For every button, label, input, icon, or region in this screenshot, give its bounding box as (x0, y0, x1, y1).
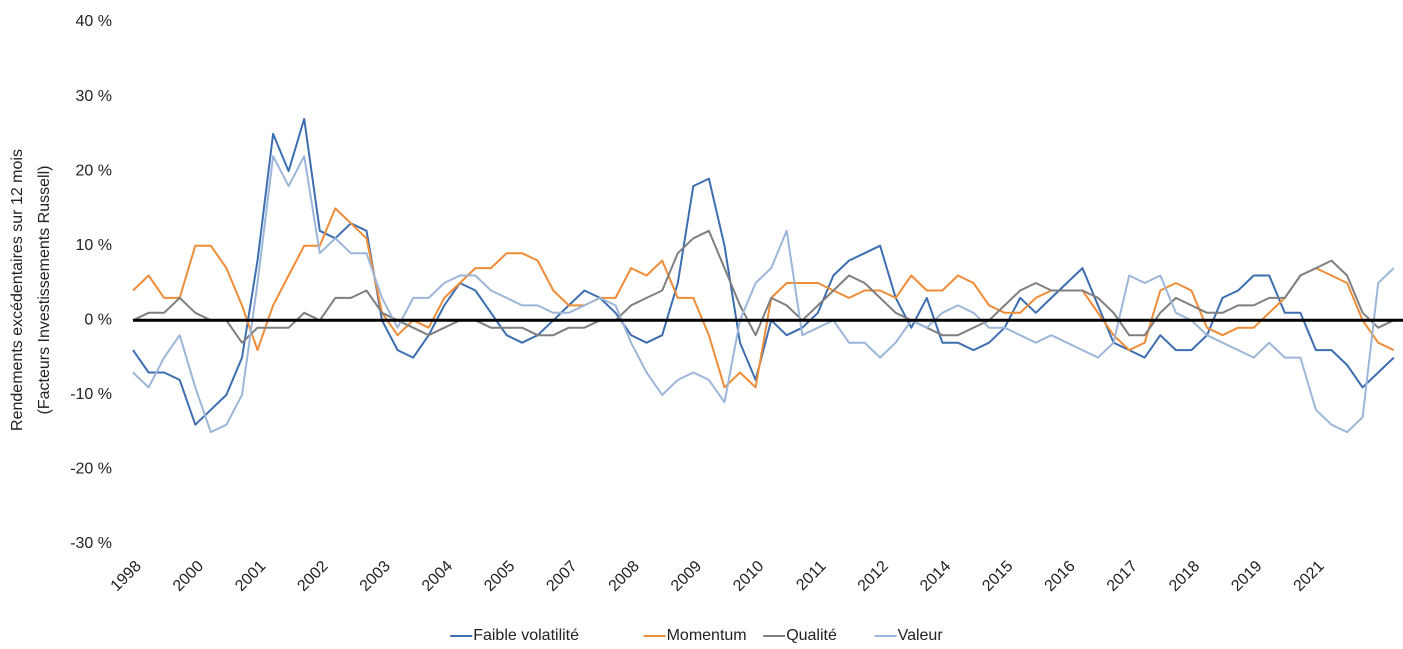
x-tick-label: 2003 (357, 558, 394, 595)
y-tick-label: 0 % (84, 312, 112, 329)
series-line (132, 229, 1395, 344)
x-tick-label: 2001 (232, 558, 269, 595)
y-tick-label: -30 % (70, 535, 112, 552)
legend-label: Qualité (786, 627, 837, 644)
x-tick-label: 2014 (917, 558, 954, 595)
y-tick-label: -10 % (70, 386, 112, 403)
y-tick-label: 20 % (76, 162, 112, 179)
y-tick-label: -20 % (70, 461, 112, 478)
x-tick-label: 2004 (419, 558, 456, 595)
legend-label: Valeur (898, 627, 944, 644)
x-tick-label: 2009 (668, 558, 705, 595)
y-tick-label: 40 % (76, 13, 112, 30)
legend-label: Momentum (667, 627, 747, 644)
y-axis-title: (Facteurs Investissements Russell) (36, 166, 53, 415)
x-tick-label: 2016 (1042, 558, 1079, 595)
x-tick-label: 1998 (108, 558, 145, 595)
series-line (132, 155, 1395, 434)
x-tick-label: 2017 (1104, 558, 1141, 595)
x-tick-label: 2018 (1166, 558, 1203, 595)
x-tick-label: 2015 (979, 558, 1016, 595)
x-tick-label: 2012 (855, 558, 892, 595)
x-tick-label: 2002 (294, 558, 331, 595)
x-tick-label: 2005 (481, 558, 518, 595)
x-tick-label: 2019 (1228, 558, 1265, 595)
y-tick-label: 30 % (76, 88, 112, 105)
series-line (132, 117, 1395, 426)
x-tick-label: 2007 (543, 558, 580, 595)
x-tick-label: 2021 (1291, 558, 1328, 595)
series-line (132, 207, 1395, 389)
legend-label: Faible volatilité (473, 627, 579, 644)
x-tick-label: 2000 (170, 558, 207, 595)
x-tick-label: 2010 (730, 558, 767, 595)
y-tick-label: 10 % (76, 237, 112, 254)
x-tick-label: 2008 (606, 558, 643, 595)
y-axis-title: Rendements excédentaires sur 12 mois (9, 149, 26, 431)
x-tick-label: 2011 (793, 558, 829, 594)
